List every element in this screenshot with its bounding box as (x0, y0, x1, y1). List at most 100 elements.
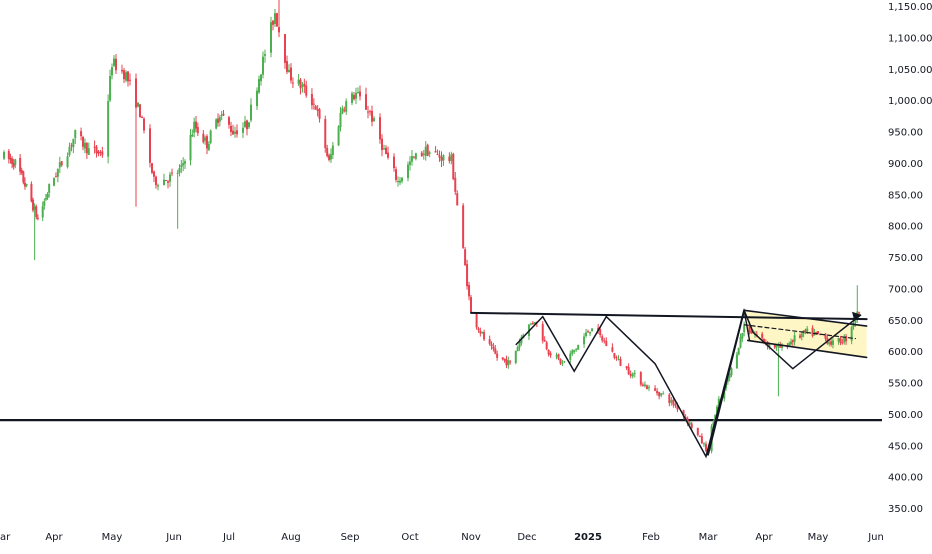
candle-down (305, 85, 308, 96)
candle-up (242, 127, 244, 133)
candle-down (434, 150, 437, 153)
candle-up (189, 135, 192, 161)
candle-down (141, 116, 143, 118)
candle-up (68, 146, 71, 156)
candle-down (312, 103, 315, 105)
candle-down (824, 333, 827, 339)
candle-up (244, 121, 246, 127)
price-tick-label: 1,100.00 (888, 33, 932, 44)
candle-down (206, 136, 208, 149)
candle-up (828, 342, 831, 345)
candle-up (831, 340, 834, 345)
time-tick-label: Feb (642, 532, 660, 543)
candle-up (450, 154, 453, 162)
candle-down (7, 151, 10, 159)
price-tick-label: 1,050.00 (888, 65, 932, 76)
candle-down (603, 340, 606, 342)
candle-up (555, 355, 558, 357)
time-axis[interactable]: ar Apr May Jun Jul Aug Sep Oct Nov Dec 2025 Feb Mar A… (0, 532, 884, 543)
candle-up (58, 162, 61, 168)
candle-up (182, 163, 185, 166)
candle-down (531, 322, 534, 324)
candle-up (743, 325, 746, 333)
candle-down (483, 332, 486, 340)
price-tick-label: 900.00 (888, 159, 923, 170)
candle-up (712, 422, 715, 426)
candle-down (310, 93, 313, 106)
price-tick-label: 800.00 (888, 222, 923, 233)
candle-up (56, 169, 59, 177)
candle-down (115, 58, 117, 71)
candle-up (573, 349, 576, 352)
candle-down (763, 338, 765, 343)
candle-down (326, 147, 329, 157)
candle-down (468, 284, 471, 297)
candle-up (428, 152, 431, 154)
candle-down (371, 110, 373, 122)
price-axis[interactable]: 350.00 400.00 450.00 500.00 550.00 600.00 650.… (888, 2, 932, 515)
candle-up (33, 206, 36, 210)
candle-up (631, 373, 634, 377)
candle-down (196, 126, 199, 134)
candle-up (730, 368, 733, 376)
candle-down (501, 357, 504, 360)
candle-up (728, 374, 731, 378)
candle-down (365, 94, 367, 110)
candle-down (379, 117, 381, 140)
candle-up (113, 58, 115, 66)
candle-down (426, 144, 429, 156)
candle-up (800, 333, 803, 338)
candle-down (440, 157, 443, 161)
candle-up (516, 347, 519, 352)
candle-down (456, 193, 459, 206)
candle-down (165, 180, 167, 182)
candle-down (656, 390, 659, 394)
candle-down (70, 145, 73, 147)
candle-up (207, 143, 210, 151)
candle-up (262, 56, 264, 75)
candle-down (232, 130, 234, 135)
candle-up (260, 74, 262, 82)
candle-up (383, 148, 385, 150)
candle-down (412, 156, 415, 158)
candle-down (672, 399, 675, 406)
candle-up (209, 130, 212, 143)
candle-up (583, 336, 586, 345)
time-tick-label: Nov (461, 532, 481, 543)
candle-down (613, 353, 616, 358)
candle-up (399, 180, 401, 183)
candle-up (74, 129, 77, 139)
candle-down (845, 336, 848, 342)
candle-down (448, 156, 451, 161)
candle-up (337, 126, 340, 146)
candle-down (387, 152, 389, 158)
candle-down (19, 157, 22, 172)
candle-up (43, 201, 46, 206)
candle-up (790, 341, 792, 345)
price-tick-label: 450.00 (888, 441, 923, 452)
candle-down (230, 125, 232, 132)
candle-up (270, 22, 272, 53)
time-tick-label: Apr (45, 532, 63, 543)
candle-down (676, 405, 679, 410)
candle-up (424, 146, 427, 156)
candle-down (464, 249, 467, 266)
candle-up (520, 337, 523, 344)
candle-down (420, 152, 423, 157)
candle-down (811, 327, 814, 336)
candle-down (11, 158, 14, 164)
candle-up (355, 92, 357, 99)
candle-up (397, 180, 399, 182)
candle-down (286, 61, 288, 72)
candle-up (788, 343, 791, 346)
candle-up (688, 422, 691, 425)
candle-down (799, 335, 801, 338)
candle-down (654, 388, 657, 391)
candle-down (359, 91, 361, 97)
candle-up (850, 327, 853, 341)
candle-up (739, 337, 742, 348)
candle-down (668, 394, 671, 403)
candle-down (804, 330, 807, 333)
